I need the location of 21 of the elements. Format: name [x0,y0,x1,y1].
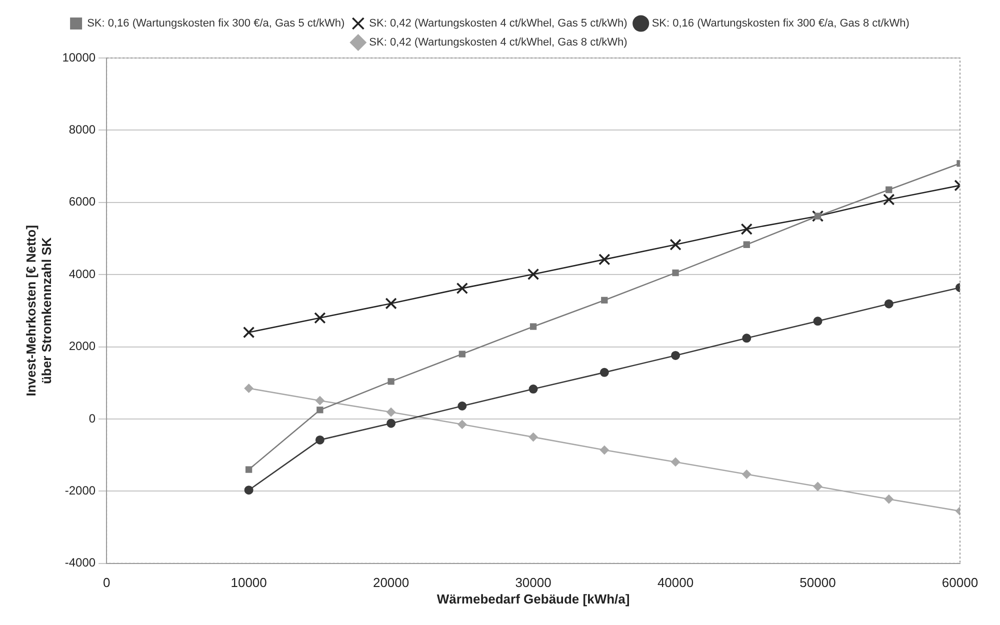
x-axis-title: Wärmebedarf Gebäude [kWh/a] [436,591,630,606]
x-tick-label: 40000 [657,574,694,590]
x-tick-label: 10000 [230,574,267,590]
x-tick-label: 60000 [942,574,978,590]
legend-label: SK: 0,16 (Wartungskosten fix 300 €/a, Gas 8 ct/kWh) [652,18,910,30]
y-tick-label: 0 [88,411,96,426]
x-tick-label: 0 [102,574,110,590]
legend-label: SK: 0,42 (Wartungskosten 4 ct/kWhel, Gas 8 ct/kWh) [369,36,628,49]
y-tick-label: -2000 [64,484,96,498]
y-tick-label: -4000 [64,556,96,570]
x-tick-label: 50000 [800,574,836,590]
x-tick-label: 30000 [515,574,552,590]
y-tick-label: 4000 [68,266,96,281]
y-tick-label: 10000 [62,50,96,64]
x-tick-label: 20000 [372,574,410,590]
legend-label: SK: 0,42 (Wartungskosten 4 ct/kWhel, Gas 5 ct/kWh) [369,18,628,30]
y-axis-title: Invest-Mehrkosten [€ Netto] über Stromkennzahl SK [23,225,54,396]
y-tick-label: 8000 [68,122,96,137]
legend-label: SK: 0,16 (Wartungskosten fix 300 €/a, Gas 5 ct/kWh) [87,18,345,30]
y-tick-label: 2000 [68,339,96,354]
y-tick-label: 6000 [68,194,96,209]
